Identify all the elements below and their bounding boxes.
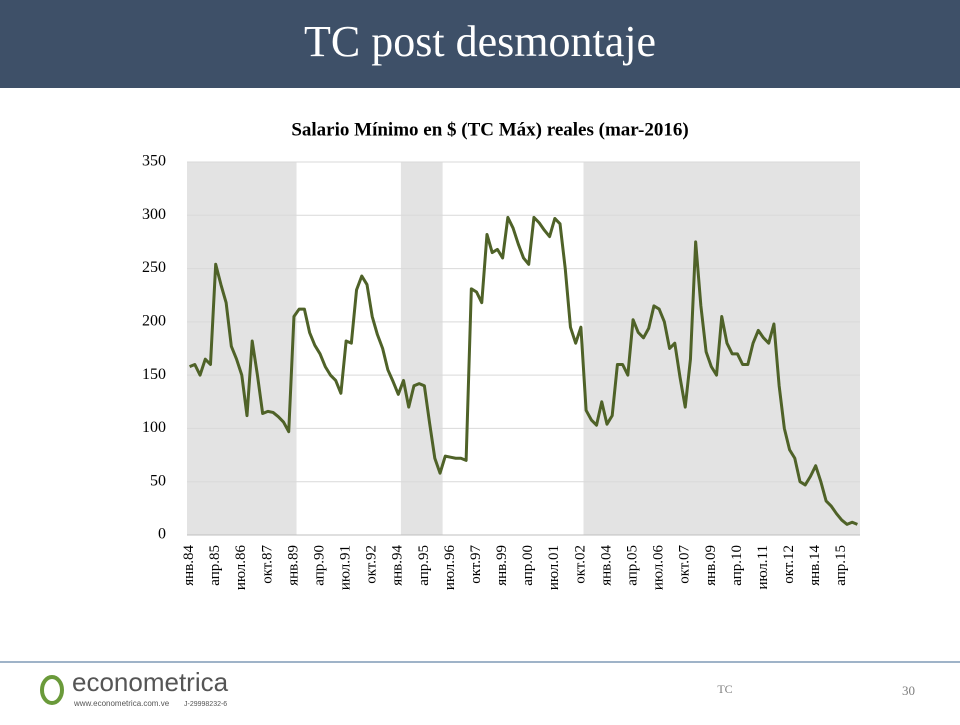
- page-number: 30: [902, 683, 915, 698]
- x-tick-label: янв.04: [598, 545, 614, 586]
- x-tick-label: янв.94: [390, 545, 406, 586]
- y-tick-label: 0: [158, 526, 166, 543]
- y-tick-label: 150: [142, 366, 166, 383]
- y-tick-label: 250: [142, 259, 166, 276]
- x-tick-label: окт.02: [572, 545, 588, 584]
- x-tick-label: апр.00: [520, 545, 536, 586]
- x-tick-label: апр.90: [311, 545, 327, 586]
- website: www.econometrica.com.ve: [73, 699, 170, 708]
- data-line: [189, 215, 858, 526]
- x-tick-label: апр.05: [624, 545, 640, 586]
- x-tick-label: апр.95: [416, 545, 432, 586]
- rif: J-29998232-6: [184, 701, 227, 708]
- header-band: [0, 0, 960, 88]
- x-tick-label: июл.86: [233, 545, 249, 591]
- x-tick-label: янв.84: [181, 545, 197, 586]
- x-tick-label: апр.85: [207, 545, 223, 586]
- x-tick-label: янв.14: [807, 545, 823, 586]
- x-tick-label: июл.06: [651, 545, 667, 591]
- x-tick-label: окт.07: [677, 545, 693, 584]
- x-tick-label: июл.01: [546, 545, 562, 590]
- y-tick-label: 50: [150, 472, 166, 489]
- y-tick-label: 350: [142, 153, 166, 170]
- logo-text: econometrica: [72, 667, 229, 697]
- shaded-period: [400, 162, 443, 535]
- x-tick-label: апр.10: [729, 545, 745, 586]
- logo-mark: [40, 675, 64, 705]
- y-tick-label: 300: [142, 206, 166, 223]
- x-tick-label: окт.87: [259, 545, 275, 584]
- x-tick-label: апр.15: [833, 545, 849, 586]
- x-tick-label: янв.09: [703, 545, 719, 586]
- x-tick-label: июл.91: [338, 545, 354, 590]
- chart-title: Salario Mínimo en $ (TC Máx) reales (mar…: [291, 119, 688, 140]
- x-tick-label: июл.11: [755, 545, 771, 590]
- x-tick-label: янв.89: [285, 545, 301, 586]
- x-tick-label: окт.97: [468, 545, 484, 584]
- y-tick-label: 100: [142, 419, 166, 436]
- x-tick-label: окт.12: [781, 545, 797, 584]
- slide-title: TC post desmontaje: [304, 17, 656, 66]
- x-tick-label: янв.99: [494, 545, 510, 586]
- section-label: TC: [717, 682, 732, 696]
- x-tick-label: окт.92: [364, 545, 380, 584]
- plot: 0 50 100 150 200 250 300 350 янв.84 апр.85 июл.86 о…: [142, 153, 860, 590]
- shaded-period: [187, 162, 297, 535]
- x-tick-label: июл.96: [442, 545, 458, 591]
- y-tick-label: 200: [142, 313, 166, 330]
